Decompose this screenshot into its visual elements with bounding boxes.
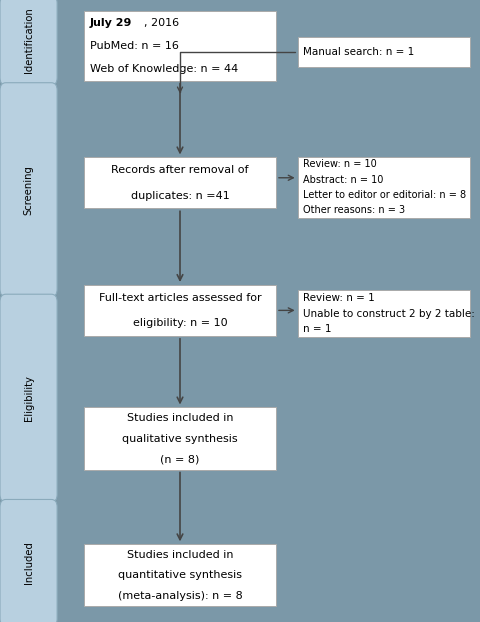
Text: Abstract: n = 10: Abstract: n = 10 bbox=[303, 175, 384, 185]
Text: qualitative synthesis: qualitative synthesis bbox=[122, 434, 238, 443]
FancyBboxPatch shape bbox=[0, 83, 57, 297]
Text: eligibility: n = 10: eligibility: n = 10 bbox=[132, 318, 228, 328]
FancyBboxPatch shape bbox=[84, 407, 276, 470]
Text: Letter to editor or editorial: n = 8: Letter to editor or editorial: n = 8 bbox=[303, 190, 467, 200]
Text: (meta-analysis): n = 8: (meta-analysis): n = 8 bbox=[118, 591, 242, 601]
FancyBboxPatch shape bbox=[84, 11, 276, 81]
Text: PubMed: n = 16: PubMed: n = 16 bbox=[90, 41, 179, 51]
Text: Unable to construct 2 by 2 table:: Unable to construct 2 by 2 table: bbox=[303, 309, 475, 319]
FancyBboxPatch shape bbox=[84, 544, 276, 606]
Text: Identification: Identification bbox=[24, 7, 34, 73]
Text: (n = 8): (n = 8) bbox=[160, 454, 200, 464]
Text: Full-text articles assessed for: Full-text articles assessed for bbox=[99, 292, 261, 303]
FancyBboxPatch shape bbox=[298, 157, 470, 218]
FancyBboxPatch shape bbox=[84, 157, 276, 208]
FancyBboxPatch shape bbox=[298, 37, 470, 67]
Text: Studies included in: Studies included in bbox=[127, 550, 233, 560]
Text: Manual search: n = 1: Manual search: n = 1 bbox=[303, 47, 415, 57]
Text: Review: n = 1: Review: n = 1 bbox=[303, 293, 375, 304]
Text: Included: Included bbox=[24, 542, 34, 584]
Text: Web of Knowledge: n = 44: Web of Knowledge: n = 44 bbox=[90, 64, 238, 74]
FancyBboxPatch shape bbox=[0, 0, 57, 85]
Text: n = 1: n = 1 bbox=[303, 324, 332, 335]
Text: , 2016: , 2016 bbox=[144, 18, 180, 28]
Text: quantitative synthesis: quantitative synthesis bbox=[118, 570, 242, 580]
FancyBboxPatch shape bbox=[84, 285, 276, 336]
Text: Screening: Screening bbox=[24, 165, 34, 215]
FancyBboxPatch shape bbox=[0, 294, 57, 502]
Text: duplicates: n =41: duplicates: n =41 bbox=[131, 190, 229, 201]
FancyBboxPatch shape bbox=[298, 290, 470, 337]
Text: Review: n = 10: Review: n = 10 bbox=[303, 159, 377, 169]
FancyBboxPatch shape bbox=[0, 499, 57, 622]
Text: Eligibility: Eligibility bbox=[24, 375, 34, 421]
Text: Other reasons: n = 3: Other reasons: n = 3 bbox=[303, 205, 406, 215]
Text: July 29: July 29 bbox=[90, 18, 132, 28]
Text: Records after removal of: Records after removal of bbox=[111, 165, 249, 175]
Text: Studies included in: Studies included in bbox=[127, 413, 233, 423]
